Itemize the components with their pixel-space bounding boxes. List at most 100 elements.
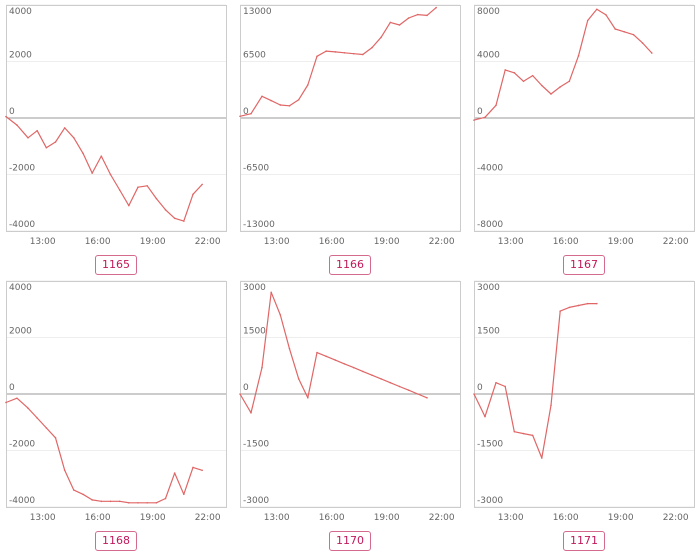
chart-id-badge[interactable]: 1168 — [95, 531, 137, 551]
data-point — [352, 366, 355, 369]
data-point — [5, 115, 7, 118]
chart-id-badge[interactable]: 1165 — [95, 255, 137, 275]
data-point — [279, 104, 282, 106]
y-tick-label: -2000 — [9, 164, 35, 174]
series-line-1166 — [239, 7, 437, 117]
data-point — [63, 469, 66, 472]
plot-frame — [6, 281, 227, 508]
data-point — [288, 348, 291, 350]
data-point — [164, 497, 167, 500]
data-point — [541, 457, 543, 459]
data-point — [577, 304, 580, 307]
data-point — [250, 112, 252, 115]
data-point — [380, 378, 382, 380]
y-tick-label: 3000 — [243, 283, 266, 293]
chart-svg-1166: 13000 6500 0 -6500 -13000 13:00 16:00 19:00 22:0… — [239, 4, 461, 247]
chart-panel-1167: 8000 4000 0 -4000 -8000 13:00 16:00 19:00 22:00 1… — [473, 4, 695, 275]
y-tick-label: -4000 — [9, 496, 35, 506]
y-tick-label: 1500 — [243, 327, 266, 337]
data-point — [398, 24, 401, 26]
x-tick-label: 22:00 — [429, 513, 455, 523]
chart-svg-1168: 4000 2000 0 -2000 -4000 13:00 16:00 19:00 22:00 — [5, 280, 227, 523]
data-point — [261, 95, 263, 98]
x-tick-label: 13:00 — [30, 237, 56, 247]
series-line-1171 — [473, 303, 597, 459]
data-point — [173, 472, 176, 474]
y-tick-label: 0 — [9, 107, 15, 117]
y-tick-label: 4000 — [9, 7, 32, 17]
data-point — [473, 119, 475, 121]
data-point — [192, 466, 194, 469]
data-point — [522, 80, 525, 83]
data-point — [192, 193, 194, 196]
y-tick-label: 13000 — [243, 7, 272, 17]
series-line-1170 — [239, 291, 428, 414]
data-point — [495, 104, 497, 107]
y-tick-label: 4000 — [477, 51, 500, 61]
data-point — [389, 381, 392, 384]
x-tick-label: 13:00 — [498, 513, 524, 523]
data-point — [183, 220, 185, 222]
chart-id-badge[interactable]: 1166 — [329, 255, 371, 275]
data-point — [109, 173, 112, 176]
x-tick-label: 19:00 — [374, 237, 400, 247]
data-point — [146, 185, 148, 187]
data-point — [632, 33, 635, 36]
y-tick-label: 1500 — [477, 327, 500, 337]
y-tick-label: 2000 — [9, 327, 32, 337]
y-tick-label: -13000 — [243, 220, 275, 230]
x-tick-label: 13:00 — [264, 237, 290, 247]
y-tick-label: 0 — [243, 107, 249, 117]
data-point — [183, 493, 185, 496]
plot-frame — [474, 5, 695, 232]
y-tick-label: -6500 — [243, 164, 269, 174]
data-point — [398, 385, 401, 388]
data-point — [371, 374, 373, 376]
y-tick-label: 4000 — [9, 283, 32, 293]
data-point — [36, 417, 38, 419]
data-point — [316, 351, 318, 354]
data-point — [325, 355, 327, 358]
data-point — [201, 469, 203, 472]
data-point — [577, 55, 580, 57]
data-point — [54, 436, 57, 439]
data-point — [100, 155, 103, 157]
data-point — [45, 146, 48, 149]
data-point — [307, 84, 309, 86]
y-tick-label: 2000 — [9, 51, 32, 61]
data-point — [531, 434, 534, 437]
y-tick-label: 3000 — [477, 283, 500, 293]
data-point — [307, 396, 309, 399]
data-point — [82, 493, 84, 496]
data-point — [16, 124, 18, 126]
data-point — [407, 389, 410, 392]
data-point — [164, 209, 167, 211]
data-point — [82, 152, 84, 155]
data-point — [316, 55, 318, 58]
data-point — [27, 136, 29, 139]
data-point — [541, 84, 543, 87]
data-point — [417, 393, 419, 395]
data-point — [586, 19, 589, 22]
chart-id-badge[interactable]: 1167 — [563, 255, 605, 275]
x-tick-label: 16:00 — [85, 237, 111, 247]
x-tick-label: 19:00 — [608, 237, 634, 247]
data-point — [651, 52, 653, 54]
plot-frame — [6, 5, 227, 232]
data-point — [45, 427, 48, 429]
plot-frame — [240, 5, 461, 232]
data-point — [522, 432, 525, 435]
y-tick-label: 0 — [477, 383, 483, 393]
data-point — [334, 51, 337, 53]
series-line-1167 — [473, 8, 653, 121]
data-point — [614, 28, 616, 30]
chart-id-badge[interactable]: 1170 — [329, 531, 371, 551]
data-point — [343, 52, 346, 54]
data-point — [137, 501, 139, 504]
series-line-1165 — [5, 116, 203, 222]
data-point — [380, 36, 382, 38]
data-point — [343, 363, 346, 365]
data-point — [270, 291, 272, 294]
data-point — [5, 401, 7, 404]
chart-id-badge[interactable]: 1171 — [563, 531, 605, 551]
